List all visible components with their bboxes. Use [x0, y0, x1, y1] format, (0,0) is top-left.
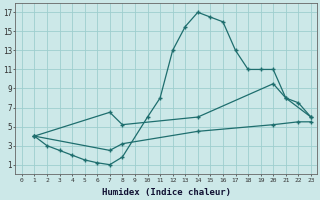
X-axis label: Humidex (Indice chaleur): Humidex (Indice chaleur): [102, 188, 231, 197]
